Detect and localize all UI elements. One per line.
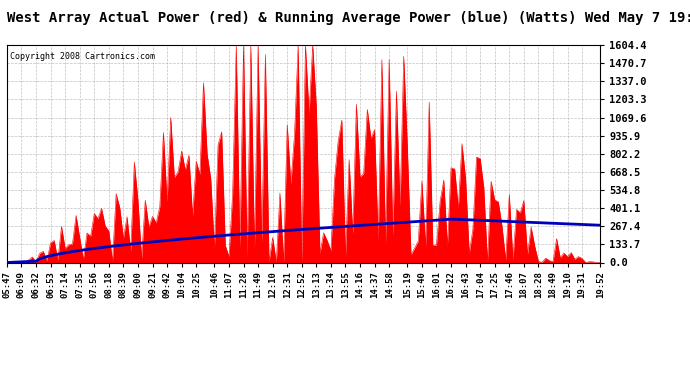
Text: West Array Actual Power (red) & Running Average Power (blue) (Watts) Wed May 7 1: West Array Actual Power (red) & Running … [7, 11, 690, 26]
Text: Copyright 2008 Cartronics.com: Copyright 2008 Cartronics.com [10, 51, 155, 60]
